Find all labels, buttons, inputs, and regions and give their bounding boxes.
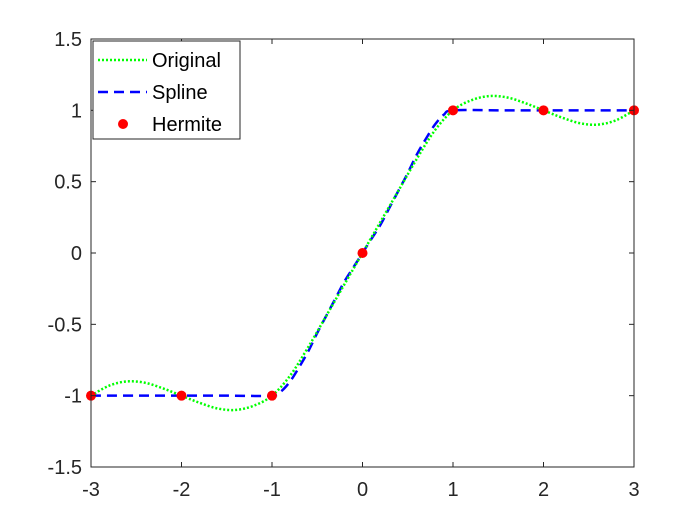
legend-label-hermite: Hermite <box>152 114 222 136</box>
x-tick-label: -1 <box>263 479 281 501</box>
hermite-point <box>176 390 187 401</box>
legend-swatch-hermite <box>118 119 128 129</box>
x-tick-label: 3 <box>628 479 639 501</box>
x-tick-label: -2 <box>173 479 191 501</box>
y-tick-label: -1.5 <box>48 457 82 479</box>
hermite-point <box>267 390 277 401</box>
series-layer <box>86 94 639 412</box>
axes-layer: -3 -2 -1 0 1 2 3 -1.5 -1 -0.5 0 0.5 1 1.5 <box>48 29 640 501</box>
x-tick-label: 2 <box>538 479 549 501</box>
x-tick-label: 0 <box>357 479 368 501</box>
legend: Original Spline Hermite <box>92 40 241 140</box>
y-tick-label: 1 <box>71 100 82 122</box>
y-tick-label: 0 <box>71 243 82 265</box>
legend-box <box>92 40 241 140</box>
y-tick-label: 0.5 <box>54 172 82 194</box>
hermite-point <box>357 248 368 258</box>
y-tick-label: -1 <box>64 386 82 408</box>
hermite-point <box>538 105 549 116</box>
hermite-point <box>448 105 458 116</box>
x-tick-label: 1 <box>447 479 458 501</box>
legend-label-original: Original <box>152 50 221 72</box>
y-tick-label: 1.5 <box>54 29 82 51</box>
legend-label-spline: Spline <box>152 82 208 104</box>
y-tick-label: -0.5 <box>48 314 82 336</box>
x-tick-label: -3 <box>82 479 100 501</box>
